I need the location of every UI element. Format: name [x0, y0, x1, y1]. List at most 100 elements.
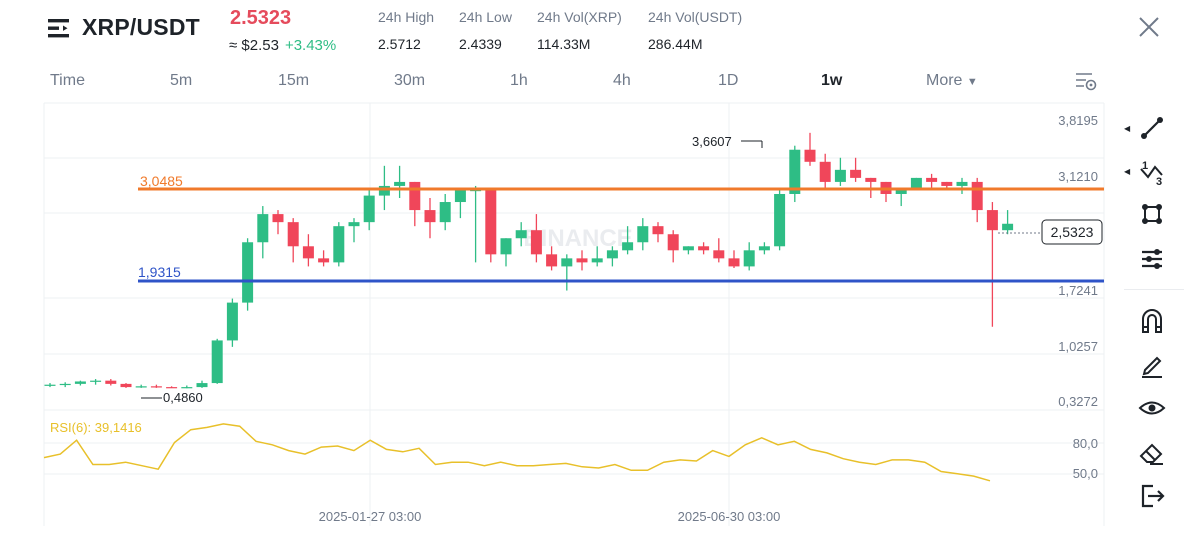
menu-icon[interactable] [48, 17, 72, 39]
candle-up [226, 302, 238, 341]
candle-down [698, 246, 710, 251]
candle-up [333, 226, 345, 263]
candle-down [530, 230, 542, 255]
eraser-icon[interactable] [1136, 436, 1168, 468]
price-tick: 1,7241 [1058, 283, 1098, 298]
candle-up [394, 181, 406, 186]
candle-up [743, 250, 755, 267]
stat-24h-high: 24h High 2.5712 [378, 9, 434, 52]
candle-up [59, 383, 71, 386]
price-chart[interactable]: BINANCE 3,0485 1,9315 3,6607 0,4860 2,53… [0, 96, 1120, 540]
tab-15m[interactable]: 15m [278, 72, 310, 89]
caret-down-icon: ▼ [966, 76, 978, 88]
price-change: +3.43% [284, 37, 337, 54]
pair-title[interactable]: XRP/USDT [82, 14, 200, 40]
stat-value: 2.4339 [459, 36, 502, 52]
candle-up [44, 384, 56, 386]
candle-up [561, 258, 573, 267]
tab-5m[interactable]: 5m [170, 72, 193, 89]
svg-text:1: 1 [1142, 160, 1148, 172]
expand-arrow-icon[interactable]: ◀ [1124, 167, 1131, 176]
stat-label: 24h Vol(XRP) [537, 9, 622, 25]
stat-24h-vol-xrp: 24h Vol(XRP) 114.33M [537, 9, 622, 52]
tab-1h[interactable]: 1h [510, 72, 528, 89]
chart-grid [43, 102, 1105, 526]
stat-label: 24h Vol(USDT) [648, 9, 743, 25]
candle-up [515, 230, 527, 239]
candle-up [500, 238, 512, 255]
candle-down [728, 258, 740, 267]
rectangle-icon[interactable] [1136, 198, 1168, 230]
candle-down [546, 254, 558, 267]
candle-down [941, 181, 953, 186]
candle-down [272, 214, 284, 223]
candle-down [926, 177, 938, 182]
tab-more-label: More [926, 72, 963, 89]
stat-label: 24h High [378, 9, 435, 25]
candle-up [834, 169, 846, 182]
candle-up [606, 250, 618, 259]
tab-1w[interactable]: 1w [821, 72, 843, 89]
candle-up [363, 195, 375, 223]
rsi-tick: 80,0 [1073, 436, 1098, 451]
expand-arrow-icon[interactable]: ◀ [1124, 124, 1131, 133]
price-tick: 0,3272 [1058, 394, 1098, 409]
chart-settings-icon[interactable] [1074, 70, 1098, 92]
candle-up [682, 246, 694, 251]
eye-icon[interactable] [1136, 392, 1168, 424]
candle-up [789, 149, 801, 194]
candle-down [652, 226, 664, 235]
candle-down [409, 181, 421, 211]
date-tick: 2025-01-27 03:00 [319, 509, 422, 524]
candle-down [485, 189, 497, 255]
candle-down [576, 258, 588, 263]
candle-down [986, 210, 998, 231]
candle-up [622, 242, 634, 251]
stat-value: 2.5712 [378, 36, 421, 52]
pencil-icon[interactable] [1136, 348, 1168, 380]
tab-time[interactable]: Time [50, 72, 85, 89]
price-tick: 3,1210 [1058, 169, 1098, 184]
candle-up [135, 386, 147, 388]
candle-down [667, 234, 679, 251]
fiat-row: ≈ $2.53 +3.43% [229, 37, 336, 54]
tab-30m[interactable]: 30m [394, 72, 426, 89]
tab-1d[interactable]: 1D [718, 72, 739, 89]
tab-more[interactable]: More ▼ [926, 72, 978, 90]
candle-up [196, 383, 208, 388]
candle-up [774, 193, 786, 247]
candle-down [302, 246, 314, 259]
rsi-tick: 50,0 [1073, 466, 1098, 481]
exit-icon[interactable] [1136, 480, 1168, 512]
candle-up [758, 246, 770, 251]
toolbar-divider [1124, 289, 1184, 290]
tab-4h[interactable]: 4h [613, 72, 631, 89]
parallel-lines-icon[interactable] [1136, 243, 1168, 275]
candle-up [181, 387, 193, 389]
candle-down [166, 387, 178, 389]
trend-line-icon[interactable] [1136, 112, 1168, 144]
candle-up [439, 202, 451, 223]
price-tick: 1,0257 [1058, 339, 1098, 354]
candle-down [105, 380, 117, 384]
max-price-label: 3,6607 [692, 134, 732, 149]
candle-up [242, 242, 254, 303]
stat-label: 24h Low [459, 9, 512, 25]
candle-up [470, 189, 482, 192]
close-icon[interactable] [1138, 16, 1160, 38]
stat-24h-vol-usdt: 24h Vol(USDT) 286.44M [648, 9, 742, 52]
candle-up [956, 181, 968, 186]
magnet-icon[interactable] [1136, 304, 1168, 336]
stat-value: 114.33M [537, 36, 591, 52]
price-tick: 3,8195 [1058, 113, 1098, 128]
rsi-label: RSI(6): 39,1416 [50, 420, 142, 435]
svg-text:3: 3 [1156, 176, 1162, 187]
candle-up [74, 381, 86, 384]
stat-value: 286.44M [648, 36, 703, 52]
candle-up [348, 222, 360, 227]
candle-down [287, 222, 299, 247]
candle-down [850, 169, 862, 178]
stat-24h-low: 24h Low 2.4339 [459, 9, 512, 52]
candle-down [424, 210, 436, 223]
